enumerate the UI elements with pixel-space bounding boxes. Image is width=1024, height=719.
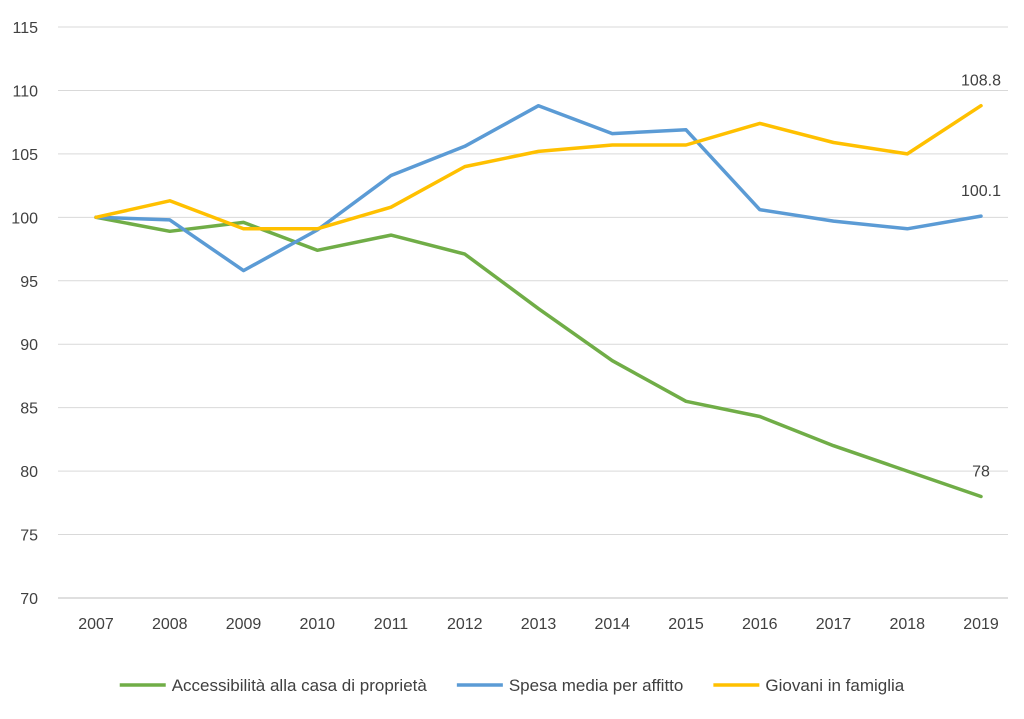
y-tick-label: 90 — [20, 337, 38, 354]
x-tick-label: 2011 — [374, 616, 409, 633]
data-label: 108.8 — [961, 73, 1001, 90]
x-tick-label: 2018 — [889, 616, 925, 633]
y-tick-label: 70 — [20, 591, 38, 608]
x-tick-label: 2007 — [78, 616, 114, 633]
legend-item: Giovani in famiglia — [713, 676, 905, 695]
series-line — [94, 215, 983, 499]
x-axis-ticks: 2007 2008 2009 2010 2011 2012 2013 2014 2015 2016… — [78, 616, 999, 633]
data-label: 78 — [972, 463, 990, 480]
legend-item: Spesa media per affitto — [456, 676, 684, 695]
y-axis-ticks: 70 75 80 85 90 95 100 105 110 115 — [11, 20, 38, 608]
x-tick-label: 2009 — [226, 616, 262, 633]
y-tick-label: 105 — [11, 147, 38, 164]
series-lines — [94, 103, 983, 499]
x-tick-label: 2017 — [816, 616, 852, 633]
legend: Accessibilità alla casa di proprietà Spes… — [119, 676, 905, 695]
y-tick-label: 75 — [20, 528, 38, 545]
end-data-labels: 78 100.1 108.8 — [961, 73, 1001, 481]
y-tick-label: 80 — [20, 464, 38, 481]
y-tick-label: 95 — [20, 274, 38, 291]
legend-label: Giovani in famiglia — [765, 676, 904, 695]
x-tick-label: 2019 — [963, 616, 999, 633]
x-tick-label: 2010 — [299, 616, 335, 633]
x-tick-label: 2014 — [594, 616, 630, 633]
data-label: 100.1 — [961, 183, 1001, 200]
gridlines — [58, 26, 1008, 599]
y-tick-label: 110 — [12, 83, 38, 100]
series-line — [94, 103, 983, 273]
x-tick-label: 2015 — [668, 616, 704, 633]
legend-label: Accessibilità alla casa di proprietà — [172, 676, 428, 695]
legend-label: Spesa media per affitto — [509, 676, 684, 695]
x-tick-label: 2016 — [742, 616, 778, 633]
x-tick-label: 2008 — [152, 616, 188, 633]
y-tick-label: 100 — [11, 210, 38, 227]
legend-item: Accessibilità alla casa di proprietà — [119, 676, 428, 695]
x-tick-label: 2012 — [447, 616, 483, 633]
y-tick-label: 85 — [20, 401, 38, 418]
series-line — [94, 103, 983, 231]
x-tick-label: 2013 — [521, 616, 557, 633]
y-tick-label: 115 — [12, 20, 38, 37]
